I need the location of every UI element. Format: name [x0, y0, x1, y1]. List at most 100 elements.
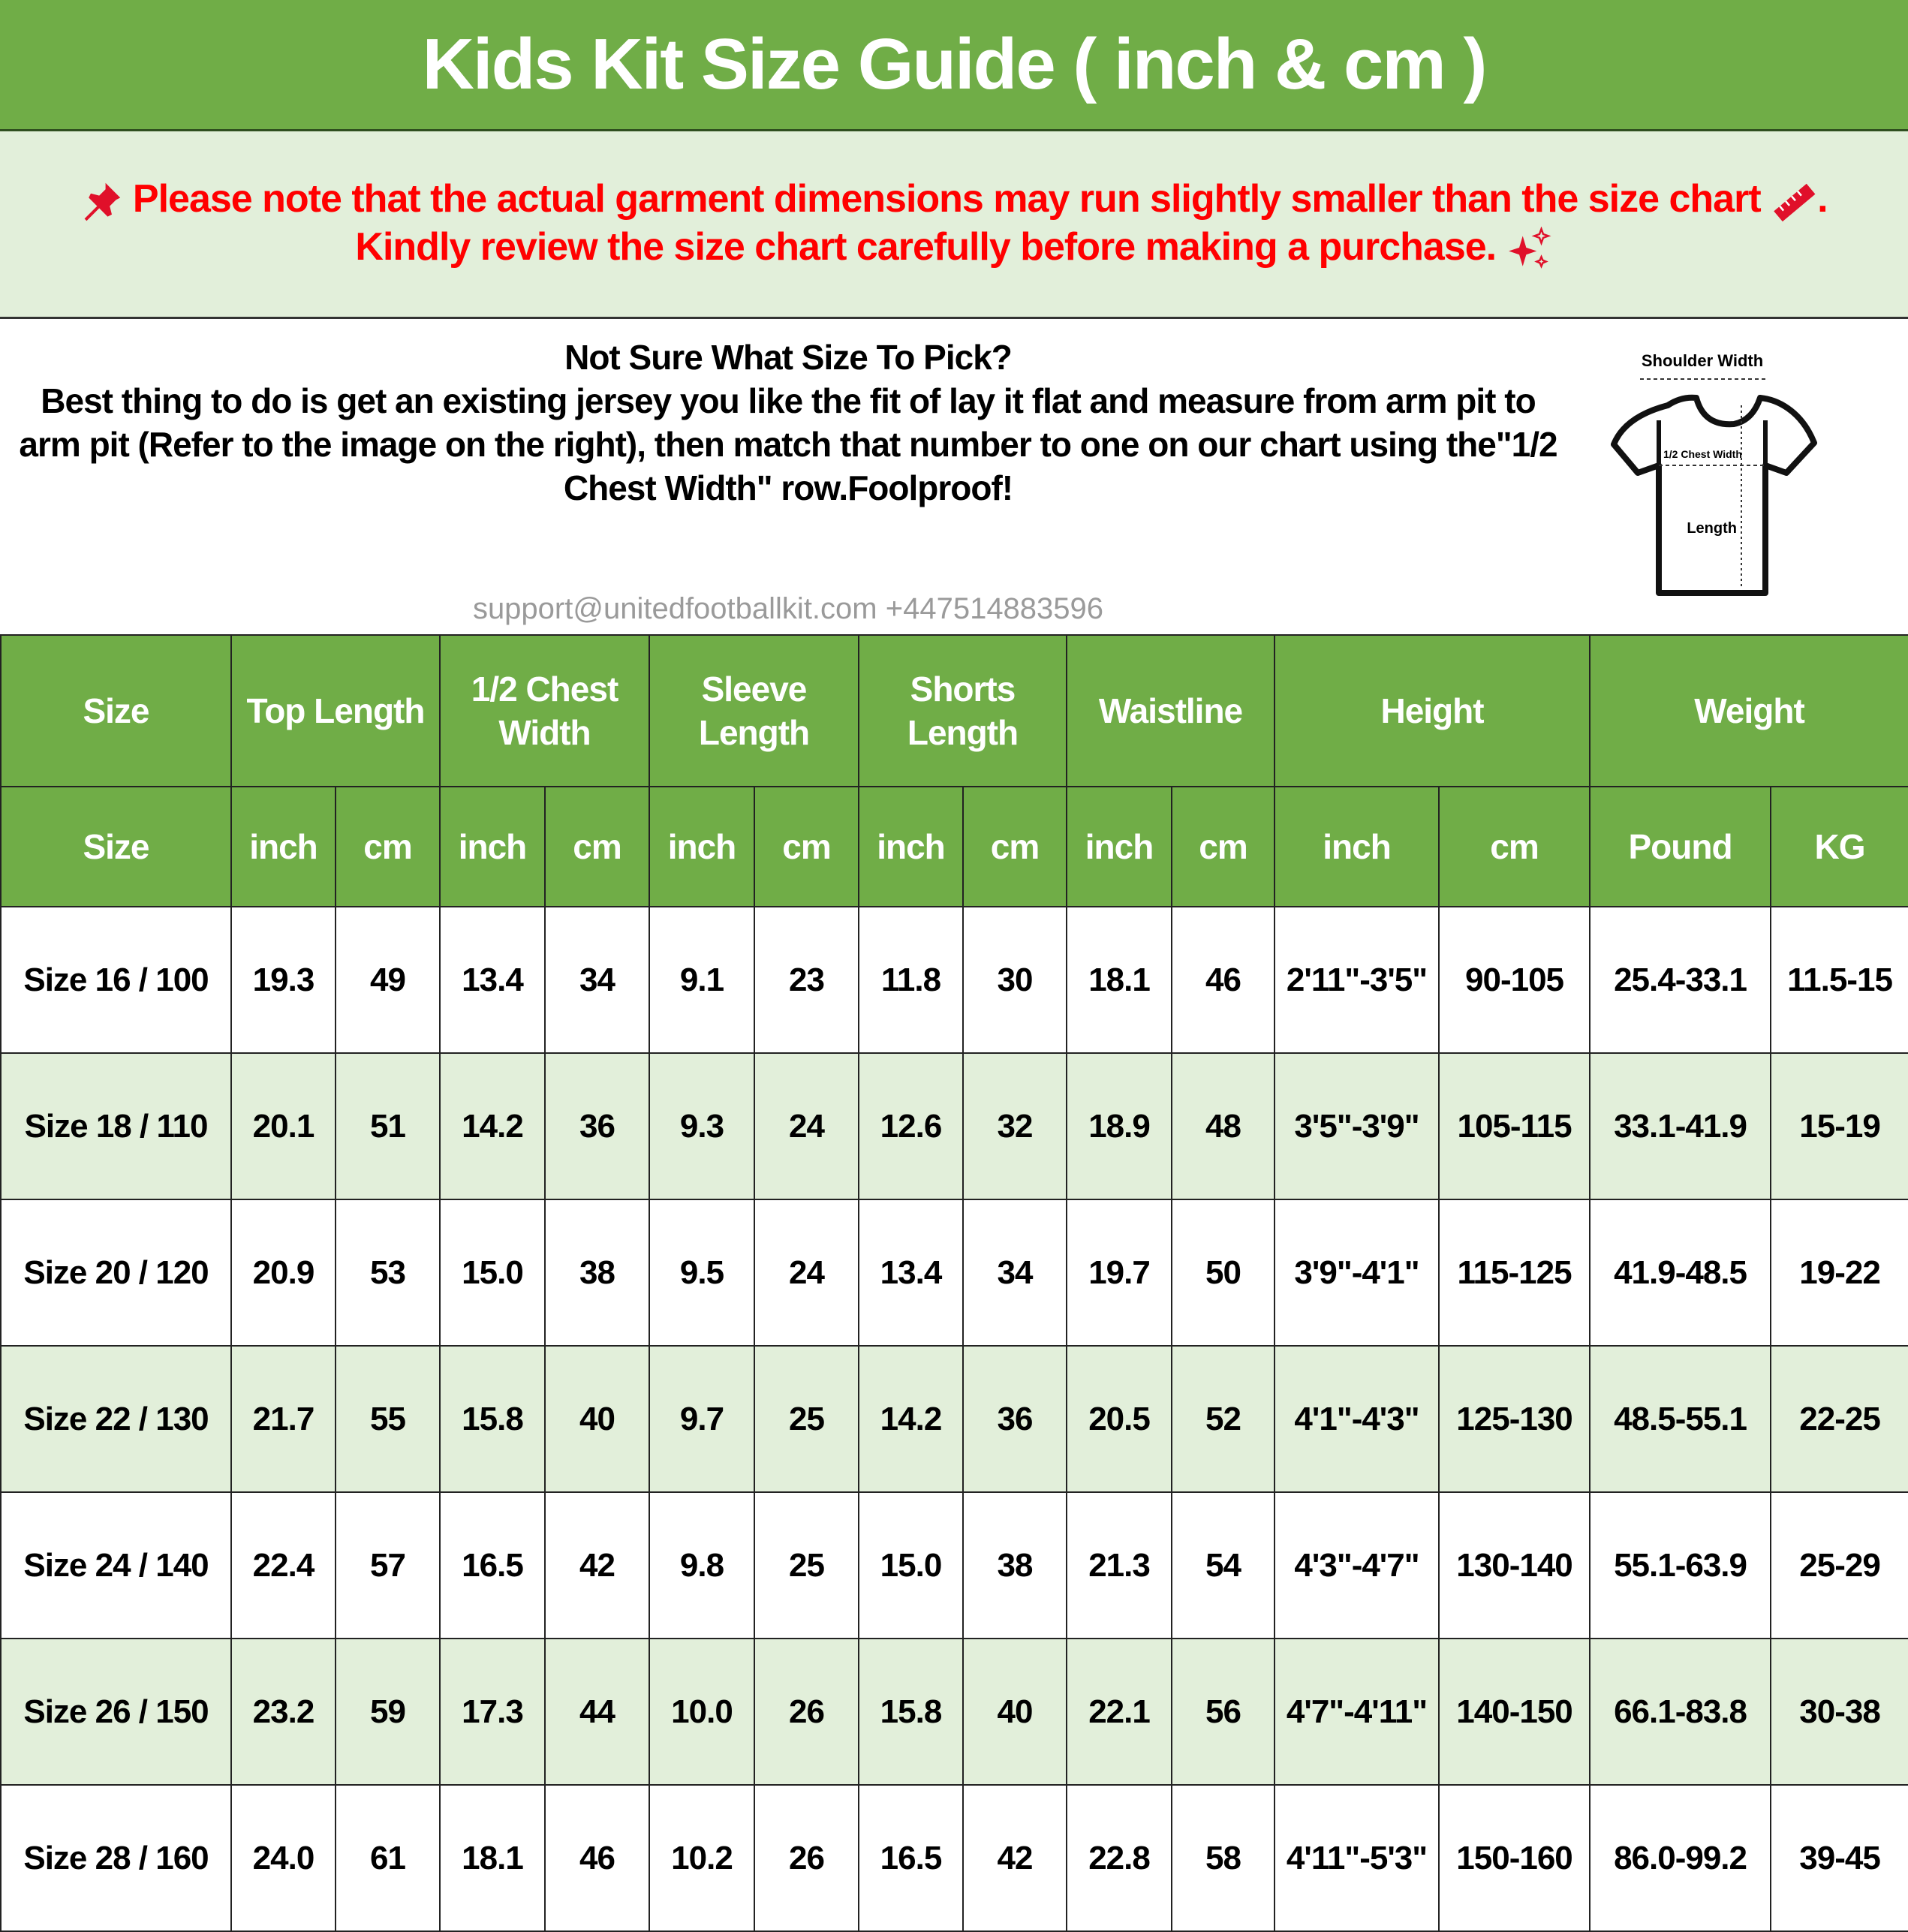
- table-cell: 48.5-55.1: [1589, 1345, 1772, 1493]
- table-cell: 54: [1171, 1491, 1276, 1639]
- size-label-cell: Size 20 / 120: [0, 1199, 232, 1347]
- sizing-tip-heading: Not Sure What Size To Pick?: [564, 338, 1013, 377]
- unit-header: inch: [858, 786, 964, 907]
- table-cell: 25: [754, 1345, 859, 1493]
- watermark: support@unitedfootballkit.com +447514883…: [472, 592, 1104, 625]
- sizing-tip-section: Not Sure What Size To Pick? Best thing t…: [0, 319, 1908, 634]
- table-cell: 13.4: [858, 1199, 964, 1347]
- table-cell: 33.1-41.9: [1589, 1052, 1772, 1200]
- table-cell: 25: [754, 1491, 859, 1639]
- table-cell: 12.6: [858, 1052, 964, 1200]
- unit-header: cm: [754, 786, 859, 907]
- table-cell: 48: [1171, 1052, 1276, 1200]
- table-cell: 90-105: [1438, 906, 1591, 1054]
- table-cell: 22.4: [230, 1491, 336, 1639]
- table-cell: 42: [544, 1491, 650, 1639]
- table-cell: 14.2: [858, 1345, 964, 1493]
- unit-header: inch: [439, 786, 546, 907]
- table-cell: 13.4: [439, 906, 546, 1054]
- table-cell: 125-130: [1438, 1345, 1591, 1493]
- table-row: Size 28 / 160 24.0 61 18.1 46 10.2 26 16.5 42 22.…: [0, 1784, 1908, 1932]
- table-cell: 36: [962, 1345, 1068, 1493]
- table-cell: 49: [335, 906, 441, 1054]
- table-cell: 46: [544, 1784, 650, 1932]
- table-cell: 34: [544, 906, 650, 1054]
- table-cell: 9.1: [649, 906, 755, 1054]
- tshirt-measurement-diagram: Shoulder Width 1/2 Chest Width Length: [1611, 351, 1817, 596]
- table-row: Size 26 / 150 23.2 59 17.3 44 10.0 26 15.8 40 22.…: [0, 1638, 1908, 1786]
- table-cell: 53: [335, 1199, 441, 1347]
- table-cell: 66.1-83.8: [1589, 1638, 1772, 1786]
- pushpin-icon: [85, 182, 121, 221]
- table-cell: 23: [754, 906, 859, 1054]
- table-cell: 11.8: [858, 906, 964, 1054]
- unit-header: KG: [1770, 786, 1908, 907]
- table-cell: 105-115: [1438, 1052, 1591, 1200]
- table-row: Size 24 / 140 22.4 57 16.5 42 9.8 25 15.0 38 21.3…: [0, 1491, 1908, 1639]
- table-cell: 19.3: [230, 906, 336, 1054]
- table-cell: 46: [1171, 906, 1276, 1054]
- table-cell: 20.5: [1066, 1345, 1173, 1493]
- table-cell: 57: [335, 1491, 441, 1639]
- table-cell: 44: [544, 1638, 650, 1786]
- table-cell: 15.8: [858, 1638, 964, 1786]
- table-cell: 56: [1171, 1638, 1276, 1786]
- table-cell: 17.3: [439, 1638, 546, 1786]
- sizing-tip-body: Best thing to do is get an existing jers…: [19, 381, 1557, 507]
- unit-header: Pound: [1589, 786, 1772, 907]
- unit-header: inch: [1274, 786, 1440, 907]
- table-cell: 41.9-48.5: [1589, 1199, 1772, 1347]
- table-cell: 40: [544, 1345, 650, 1493]
- table-cell: 25-29: [1770, 1491, 1908, 1639]
- table-cell: 24: [754, 1199, 859, 1347]
- table-cell: 140-150: [1438, 1638, 1591, 1786]
- table-cell: 52: [1171, 1345, 1276, 1493]
- table-cell: 9.7: [649, 1345, 755, 1493]
- column-header-chest-width: 1/2 Chest Width: [439, 634, 650, 787]
- unit-header: cm: [544, 786, 650, 907]
- table-cell: 26: [754, 1638, 859, 1786]
- table-cell: 26: [754, 1784, 859, 1932]
- table-cell: 58: [1171, 1784, 1276, 1932]
- length-label: Length: [1687, 520, 1737, 537]
- table-cell: 23.2: [230, 1638, 336, 1786]
- sparkles-icon: [1508, 226, 1551, 269]
- column-header-weight: Weight: [1589, 634, 1908, 787]
- table-cell: 19-22: [1770, 1199, 1908, 1347]
- table-cell: 42: [962, 1784, 1068, 1932]
- column-header-size: Size: [0, 634, 232, 787]
- table-cell: 25.4-33.1: [1589, 906, 1772, 1054]
- size-label-cell: Size 18 / 110: [0, 1052, 232, 1200]
- column-header-top-length: Top Length: [230, 634, 441, 787]
- table-cell: 55: [335, 1345, 441, 1493]
- header-row-units: Size inch cm inch cm inch cm inch cm inch cm inch cm…: [0, 786, 1908, 907]
- table-cell: 11.5-15: [1770, 906, 1908, 1054]
- ruler-icon: [1774, 183, 1816, 221]
- notice-line-1: Please note that the actual garment dime…: [30, 175, 1878, 223]
- table-cell: 18.9: [1066, 1052, 1173, 1200]
- shoulder-width-label: Shoulder Width: [1642, 351, 1763, 370]
- table-cell: 20.9: [230, 1199, 336, 1347]
- table-cell: 21.3: [1066, 1491, 1173, 1639]
- table-cell: 24: [754, 1052, 859, 1200]
- chest-width-label: 1/2 Chest Width: [1663, 448, 1742, 460]
- sizing-tip-text: Not Sure What Size To Pick? Best thing t…: [15, 336, 1561, 510]
- table-cell: 30: [962, 906, 1068, 1054]
- table-row: Size 20 / 120 20.9 53 15.0 38 9.5 24 13.4 34 19.7…: [0, 1199, 1908, 1347]
- size-label-cell: Size 24 / 140: [0, 1491, 232, 1639]
- table-cell: 4'3"-4'7": [1274, 1491, 1440, 1639]
- notice-banner: Please note that the actual garment dime…: [0, 131, 1908, 319]
- table-cell: 34: [962, 1199, 1068, 1347]
- size-label-cell: Size 22 / 130: [0, 1345, 232, 1493]
- table-cell: 30-38: [1770, 1638, 1908, 1786]
- notice-line-2: Kindly review the size chart carefully b…: [30, 223, 1878, 272]
- table-cell: 86.0-99.2: [1589, 1784, 1772, 1932]
- column-header-waistline: Waistline: [1066, 634, 1276, 787]
- table-cell: 19.7: [1066, 1199, 1173, 1347]
- table-row: Size 22 / 130 21.7 55 15.8 40 9.7 25 14.2 36 20.5…: [0, 1345, 1908, 1493]
- unit-header: cm: [962, 786, 1068, 907]
- table-cell: 38: [962, 1491, 1068, 1639]
- table-cell: 61: [335, 1784, 441, 1932]
- table-cell: 16.5: [439, 1491, 546, 1639]
- size-label-cell: Size 28 / 160: [0, 1784, 232, 1932]
